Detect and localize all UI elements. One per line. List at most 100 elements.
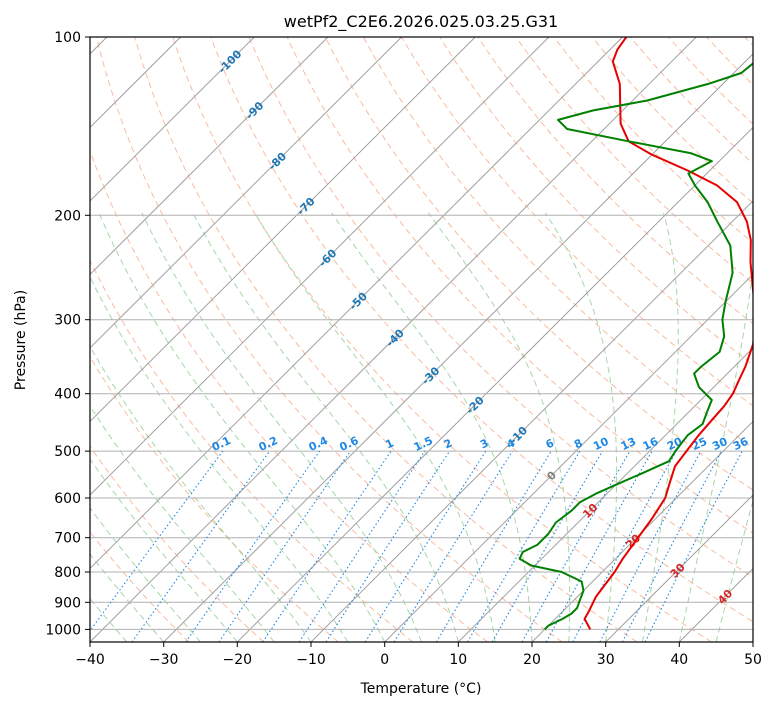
y-tick-label: 600 bbox=[54, 491, 81, 507]
moist-adiabat-line bbox=[90, 458, 238, 642]
mixing-ratio-line bbox=[262, 450, 392, 642]
y-tick-label: 900 bbox=[54, 595, 81, 611]
isotherm-line bbox=[163, 53, 753, 642]
mixing-ratio-line bbox=[644, 450, 743, 642]
mixing-ratio-line bbox=[364, 450, 487, 642]
isotherm-line bbox=[90, 37, 402, 349]
dry-adiabat-line bbox=[744, 37, 753, 47]
y-tick-label: 1000 bbox=[45, 622, 81, 638]
chart-title: wetPf2_C2E6.2026.025.03.25.G31 bbox=[284, 12, 558, 32]
dry-adiabat-line bbox=[324, 37, 753, 491]
temperature-line bbox=[583, 37, 753, 630]
x-tick-label: 0 bbox=[380, 652, 389, 668]
x-axis-label: Temperature (°C) bbox=[360, 681, 482, 697]
isotherm-label: -40 bbox=[384, 326, 407, 349]
isotherm-line bbox=[90, 37, 329, 276]
x-tick-label: −40 bbox=[75, 652, 105, 668]
mixing-ratio-line bbox=[393, 450, 513, 642]
y-tick-label: 700 bbox=[54, 531, 81, 547]
x-tick-label: 20 bbox=[523, 652, 541, 668]
isotherm-line bbox=[752, 641, 753, 642]
mixing-ratio-label: 36 bbox=[731, 435, 751, 453]
moist-adiabat-line bbox=[90, 553, 165, 642]
isotherm-line bbox=[90, 37, 255, 202]
dewpoint-line bbox=[518, 62, 753, 631]
moist-adiabat-line bbox=[331, 212, 533, 642]
isotherm-line bbox=[90, 37, 476, 423]
dry-adiabat-line bbox=[134, 37, 638, 642]
mixing-ratio-line bbox=[572, 450, 677, 642]
x-tick-label: 50 bbox=[744, 652, 762, 668]
x-tick-label: 40 bbox=[670, 652, 688, 668]
mixing-ratio-line bbox=[90, 450, 224, 632]
mixing-ratio-line bbox=[325, 450, 451, 642]
isotherms bbox=[90, 37, 753, 642]
x-tick-label: −30 bbox=[149, 652, 179, 668]
y-tick-label: 200 bbox=[54, 208, 81, 224]
y-axis-label: Pressure (hPa) bbox=[13, 290, 29, 390]
dry-adiabat-line bbox=[210, 37, 753, 623]
mixing-ratio-line bbox=[521, 450, 631, 642]
x-tick-label: −10 bbox=[296, 652, 326, 668]
dry-adiabat-line bbox=[591, 37, 753, 204]
y-tick-label: 100 bbox=[54, 30, 81, 46]
x-tick-label: 30 bbox=[597, 652, 615, 668]
y-tick-label: 400 bbox=[54, 387, 81, 403]
dry-adiabat-line bbox=[553, 37, 753, 244]
mixing-ratio-label: 6 bbox=[544, 436, 557, 451]
dry-adiabat-line bbox=[362, 37, 753, 449]
y-tick-label: 500 bbox=[54, 444, 81, 460]
moist-adiabat-line bbox=[98, 212, 386, 642]
mixing-ratio-line bbox=[185, 450, 321, 642]
moist-adiabat-line bbox=[90, 507, 201, 642]
moist-adiabats bbox=[90, 212, 753, 642]
y-tick-label: 300 bbox=[54, 313, 81, 329]
dry-adiabat-line bbox=[515, 37, 753, 284]
dry-adiabat-line bbox=[90, 259, 414, 642]
x-tick-label: 10 bbox=[449, 652, 467, 668]
plot-area: -100-90-80-70-60-50-40-30-20-10010203040… bbox=[90, 37, 753, 642]
dry-adiabat-line bbox=[401, 37, 753, 407]
moist-adiabat-line bbox=[90, 345, 312, 642]
mixing-ratio-line bbox=[131, 450, 271, 642]
mixing-ratio-label: 20 bbox=[665, 435, 685, 453]
mixing-ratio-line bbox=[599, 450, 702, 642]
dry-adiabat-line bbox=[439, 37, 753, 366]
moist-adiabat-line bbox=[90, 405, 275, 642]
mixing-ratio-label: 30 bbox=[710, 435, 730, 453]
moist-adiabat-line bbox=[141, 212, 422, 642]
isotherm-line bbox=[90, 37, 550, 496]
mixing-ratio-line bbox=[298, 450, 426, 642]
isotherm-line bbox=[236, 126, 753, 642]
isotherm-label: 40 bbox=[715, 587, 735, 607]
mixing-ratio-label: 2 bbox=[442, 436, 454, 451]
mixing-ratio-label: 16 bbox=[641, 435, 661, 453]
isotherm-label: 10 bbox=[580, 501, 600, 521]
y-axis: 100 200 300 400 500 600 700 800 900 1000 bbox=[45, 30, 90, 638]
isotherm-line bbox=[678, 567, 753, 642]
isotherm-line bbox=[310, 200, 753, 642]
isotherm-line bbox=[605, 494, 753, 642]
x-axis: −40 −30 −20 −10 0 10 20 30 40 50 bbox=[75, 642, 762, 668]
mixing-ratio-line bbox=[545, 450, 653, 642]
mixing-ratio-line bbox=[467, 450, 581, 642]
mixing-ratio-label: 10 bbox=[591, 435, 611, 453]
moist-adiabat-line bbox=[715, 498, 753, 642]
plot-frame bbox=[89, 36, 754, 643]
pressure-gridlines bbox=[90, 37, 753, 630]
dry-adiabat-line bbox=[629, 37, 753, 165]
mixing-ratio-lines bbox=[90, 450, 743, 642]
dry-adiabat-line bbox=[248, 37, 753, 578]
dry-adiabat-line bbox=[90, 149, 488, 642]
moist-adiabat-line bbox=[544, 212, 618, 642]
dry-adiabat-line bbox=[96, 37, 563, 642]
isotherm-line bbox=[384, 273, 753, 642]
moist-adiabat-line bbox=[192, 212, 459, 642]
dry-adiabat-line bbox=[90, 355, 339, 642]
mixing-ratio-label: 13 bbox=[619, 435, 638, 453]
isotherm-line bbox=[457, 347, 753, 642]
dry-adiabat-line bbox=[90, 445, 264, 642]
mixing-ratio-line bbox=[218, 450, 351, 642]
